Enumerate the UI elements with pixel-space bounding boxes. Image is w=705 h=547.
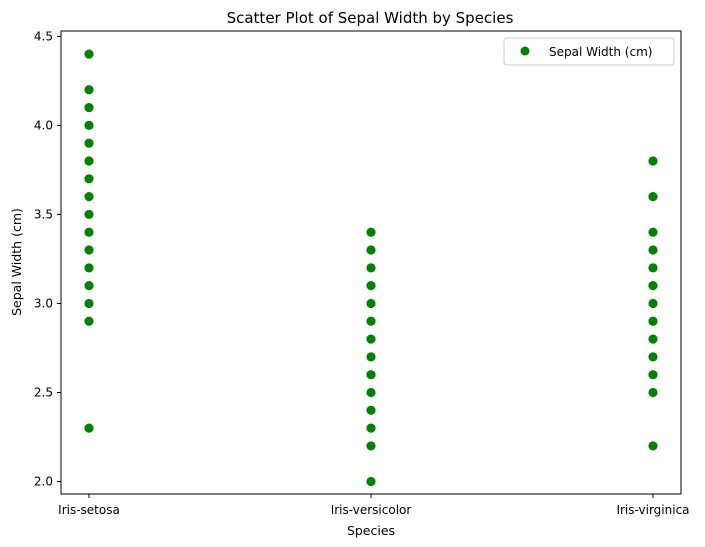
data-point (366, 316, 376, 326)
data-point (366, 476, 376, 487)
y-tick-label: 2.5 (34, 385, 53, 399)
data-point (366, 370, 376, 380)
data-point (366, 423, 376, 433)
y-tick-label: 4.0 (34, 118, 53, 132)
data-point (84, 316, 94, 326)
data-point (84, 49, 94, 59)
data-point (648, 370, 658, 380)
data-point (648, 316, 658, 326)
y-tick-label: 3.0 (34, 296, 53, 310)
data-point (84, 298, 94, 309)
data-point (648, 334, 658, 344)
chart-title: Scatter Plot of Sepal Width by Species (227, 9, 514, 27)
data-point (84, 192, 94, 202)
data-point (648, 387, 658, 398)
x-axis: Iris-setosa Iris-versicolor Iris-virginica (58, 494, 690, 517)
x-tick-label: Iris-virginica (616, 503, 689, 517)
legend-box (503, 37, 675, 66)
data-point (366, 263, 376, 273)
data-point (366, 441, 376, 451)
data-point (84, 85, 94, 95)
legend-label: Sepal Width (cm) (549, 45, 652, 59)
data-point (84, 120, 94, 130)
data-point (366, 387, 376, 398)
data-point (84, 245, 94, 255)
y-tick-label: 2.0 (34, 475, 53, 489)
data-point (84, 263, 94, 273)
data-point (84, 156, 94, 166)
data-point (648, 227, 658, 237)
legend: Sepal Width (cm) (503, 37, 675, 66)
data-point (648, 352, 658, 362)
data-point (366, 298, 376, 309)
data-point (648, 263, 658, 273)
data-point (366, 334, 376, 344)
data-point (84, 174, 94, 184)
x-tick-label: Iris-versicolor (331, 503, 412, 517)
data-point (648, 156, 658, 166)
data-point (366, 245, 376, 255)
data-point (648, 281, 658, 291)
data-point (84, 138, 94, 148)
x-axis-label: Species (347, 523, 395, 538)
data-point (366, 405, 376, 415)
data-point (648, 245, 658, 255)
data-point (366, 227, 376, 237)
data-point (84, 227, 94, 237)
data-point (84, 209, 94, 220)
y-axis-label: Sepal Width (cm) (9, 208, 24, 316)
y-axis: 2.0 2.5 3.0 3.5 4.0 4.5 (34, 29, 61, 489)
data-points (84, 49, 658, 487)
data-point (366, 352, 376, 362)
data-point (648, 298, 658, 309)
data-point (84, 102, 94, 113)
y-tick-label: 3.5 (34, 207, 53, 221)
data-point (648, 192, 658, 202)
data-point (84, 423, 94, 433)
data-point (366, 281, 376, 291)
data-point (648, 441, 658, 451)
x-tick-label: Iris-setosa (58, 503, 120, 517)
data-point (84, 281, 94, 291)
legend-marker (520, 46, 530, 56)
y-tick-label: 4.5 (34, 29, 53, 43)
